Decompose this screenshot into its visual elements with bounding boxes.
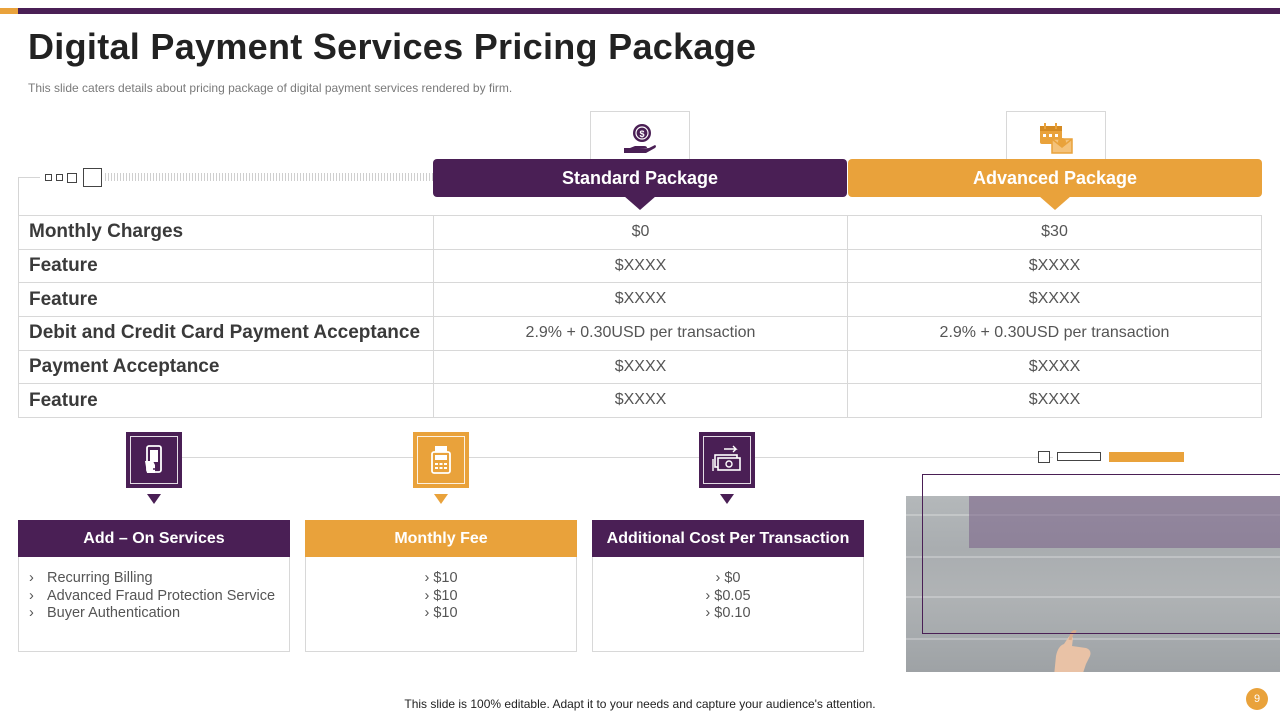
list-item: › Buyer Authentication xyxy=(29,605,181,621)
table-frame-line xyxy=(18,177,40,178)
photo-overlay xyxy=(969,496,1280,548)
advanced-package-header: Advanced Package xyxy=(848,159,1262,197)
monthly-fee-list: › $10 › $10 › $10 xyxy=(305,557,577,652)
svg-text:$: $ xyxy=(639,129,644,139)
page-subtitle: This slide caters details about pricing … xyxy=(28,81,513,95)
calendar-mail-icon xyxy=(1040,123,1073,154)
top-accent-bar xyxy=(0,8,18,14)
row-label: Payment Acceptance xyxy=(18,349,434,385)
standard-value: $XXXX xyxy=(433,349,848,385)
row-label: Feature xyxy=(18,383,434,419)
table-row: Payment Acceptance $XXXX $XXXX xyxy=(18,349,1262,385)
deco-dotted-bar xyxy=(105,173,433,181)
deco-square xyxy=(1038,451,1050,463)
row-label: Monthly Charges xyxy=(18,215,434,250)
list-item: › $0.05 xyxy=(705,587,751,604)
deco-square xyxy=(83,168,102,187)
table-row: Feature $XXXX $XXXX xyxy=(18,383,1262,419)
page-title: Digital Payment Services Pricing Package xyxy=(28,26,757,67)
table-row: Feature $XXXX $XXXX xyxy=(18,248,1262,284)
row-label: Feature xyxy=(18,282,434,318)
table-row: Monthly Charges $0 $30 xyxy=(18,215,1262,250)
table-frame-line xyxy=(18,177,19,217)
list-item: › Recurring Billing xyxy=(29,570,153,586)
transaction-cost-header: Additional Cost Per Transaction xyxy=(592,520,864,557)
top-bar xyxy=(18,8,1280,14)
connector-line xyxy=(153,457,1053,458)
photo-frame xyxy=(922,474,1280,634)
standard-package-pointer xyxy=(624,196,656,210)
advanced-package-pointer xyxy=(1039,196,1071,210)
bullet: › xyxy=(29,605,34,621)
hand-photo xyxy=(906,496,1280,672)
deco-rectangle xyxy=(1057,452,1101,461)
row-label: Feature xyxy=(18,248,434,284)
monthly-fee-pointer xyxy=(434,494,448,504)
transaction-cost-icon-box xyxy=(699,432,755,488)
standard-value: $XXXX xyxy=(433,282,848,318)
advanced-value: 2.9% + 0.30USD per transaction xyxy=(847,316,1262,351)
list-item: › $10 xyxy=(424,605,458,621)
bullet: › xyxy=(29,587,34,604)
list-item: › $0 xyxy=(715,570,741,586)
addon-services-header: Add – On Services xyxy=(18,520,290,557)
advanced-value: $XXXX xyxy=(847,248,1262,284)
addon-services-list: › Recurring Billing › Advanced Fraud Prote… xyxy=(18,557,290,652)
transaction-cost-pointer xyxy=(720,494,734,504)
addon-services-pointer xyxy=(147,494,161,504)
deco-square xyxy=(56,174,63,181)
money-hand-icon: $ xyxy=(624,124,656,153)
deco-square xyxy=(67,173,77,183)
standard-value: $0 xyxy=(433,215,848,250)
deco-square xyxy=(45,174,52,181)
list-item: › $0.10 xyxy=(705,605,751,621)
page-number: 9 xyxy=(1246,688,1268,710)
transaction-cost-list: › $0 › $0.05 › $0.10 xyxy=(592,557,864,652)
advanced-value: $XXXX xyxy=(847,383,1262,419)
standard-value: $XXXX xyxy=(433,248,848,284)
advanced-value: $XXXX xyxy=(847,282,1262,318)
standard-value: $XXXX xyxy=(433,383,848,419)
standard-value: 2.9% + 0.30USD per transaction xyxy=(433,316,848,351)
list-item: › $10 xyxy=(424,570,458,586)
monthly-fee-icon-box xyxy=(413,432,469,488)
cash-transfer-icon xyxy=(712,445,741,471)
addon-services-icon-box xyxy=(126,432,182,488)
card-terminal-icon xyxy=(431,446,451,474)
list-item: › $10 xyxy=(424,587,458,604)
deco-accent-bar xyxy=(1109,452,1184,462)
monthly-fee-header: Monthly Fee xyxy=(305,520,577,557)
mobile-payment-icon xyxy=(145,445,162,473)
row-label: Debit and Credit Card Payment Acceptance xyxy=(18,316,434,351)
pricing-table: Monthly Charges $0 $30 Feature $XXXX $XXXX Fea… xyxy=(18,215,1262,419)
table-row: Feature $XXXX $XXXX xyxy=(18,282,1262,318)
standard-package-header: Standard Package xyxy=(433,159,847,197)
table-row: Debit and Credit Card Payment Acceptance… xyxy=(18,316,1262,351)
list-item: › Advanced Fraud Protection Service xyxy=(29,587,276,604)
standard-package-icon-box: $ xyxy=(590,111,690,167)
bullet: › xyxy=(29,570,34,586)
advanced-value: $30 xyxy=(847,215,1262,250)
advanced-value: $XXXX xyxy=(847,349,1262,385)
footer-note: This slide is 100% editable. Adapt it to… xyxy=(404,697,876,711)
